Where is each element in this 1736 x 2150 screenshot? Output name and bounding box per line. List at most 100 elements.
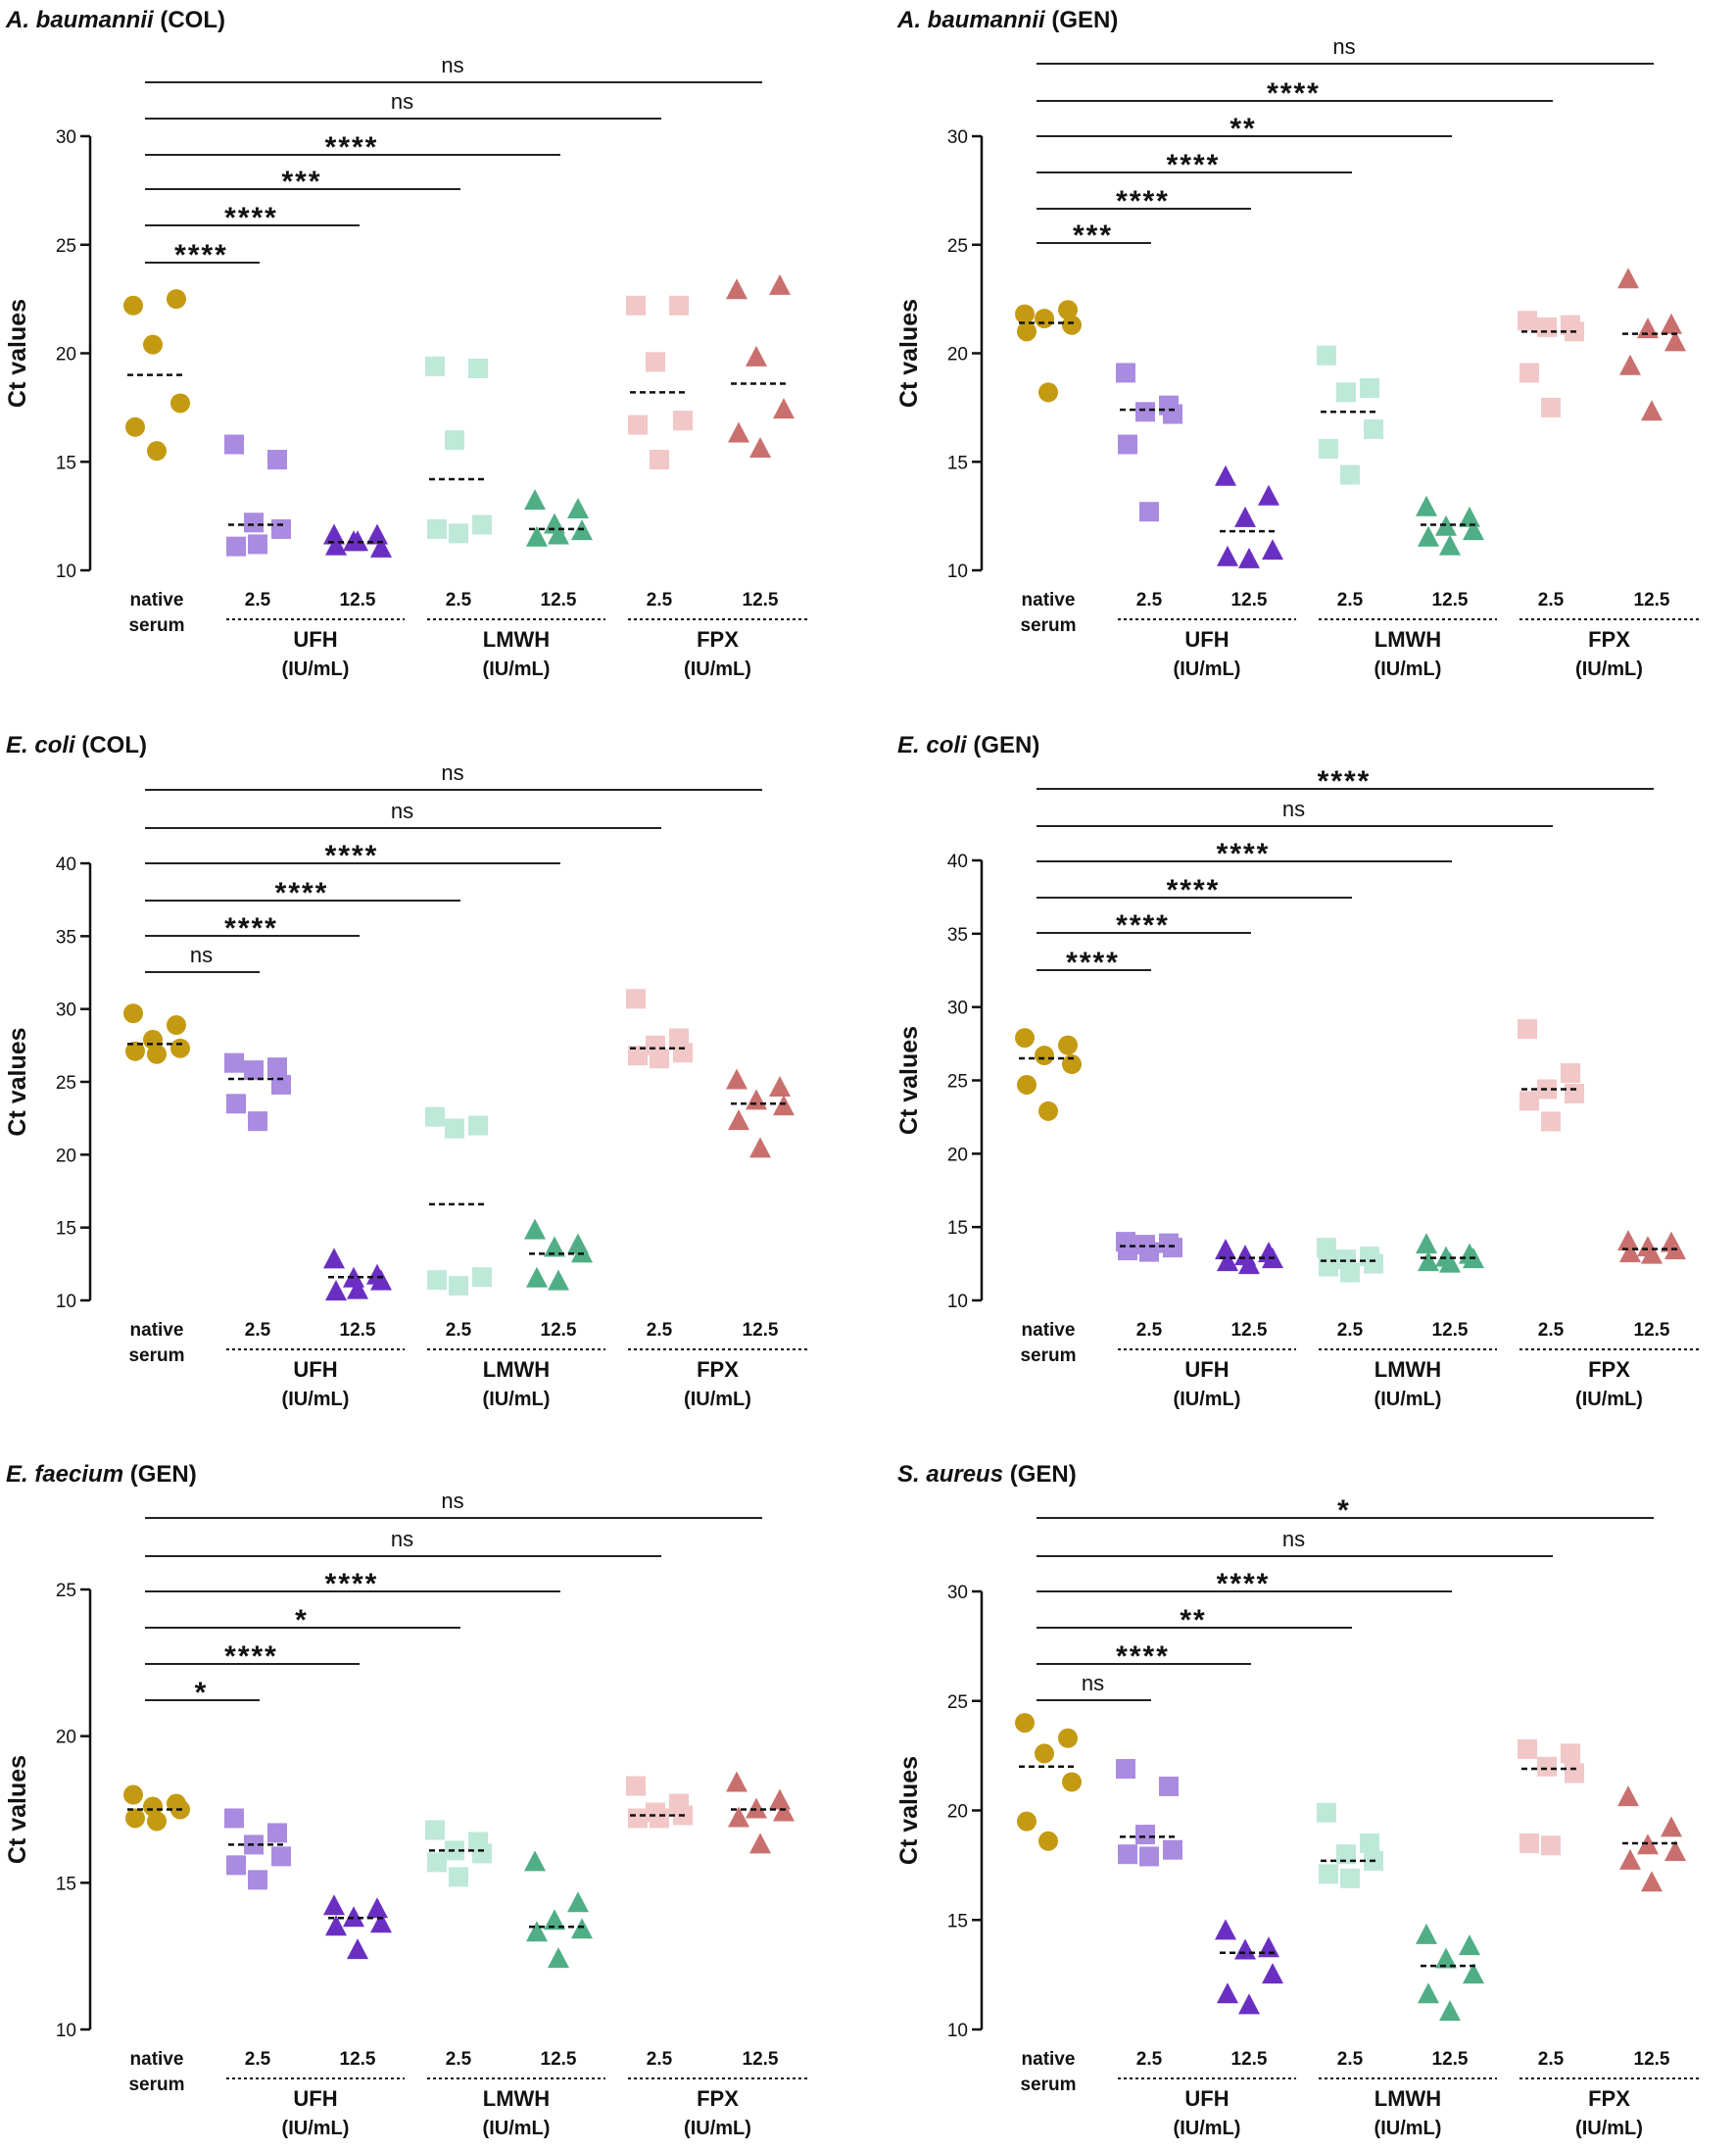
- data-point: [347, 1938, 368, 1960]
- data-point: [472, 1843, 492, 1864]
- data-point: [548, 1947, 569, 1969]
- data-point: [524, 1850, 546, 1872]
- x-label-dose-low: 2.5: [1538, 590, 1565, 611]
- data-point: [449, 1867, 468, 1887]
- series-UFH-2_5: [1116, 363, 1182, 522]
- data-point: [123, 295, 143, 316]
- data-point: [347, 1278, 368, 1299]
- comparison-label: ****: [1267, 77, 1321, 110]
- data-point: [749, 1137, 771, 1158]
- comparison-label: ****: [1066, 947, 1120, 979]
- data-point: [1340, 1868, 1360, 1888]
- data-point: [1215, 1919, 1236, 1940]
- data-point: [773, 398, 795, 419]
- data-point: [646, 352, 665, 372]
- series-FPX-12_5: [726, 1068, 795, 1158]
- chart-title-antibiotic: (GEN): [1003, 1461, 1077, 1488]
- data-point: [1015, 304, 1035, 324]
- data-point: [1217, 1250, 1238, 1272]
- comparison-label: ****: [325, 840, 379, 872]
- data-point: [1537, 317, 1557, 337]
- data-point: [147, 1811, 167, 1832]
- data-point: [425, 356, 445, 376]
- data-point: [1340, 464, 1360, 485]
- data-point: [1518, 1738, 1537, 1759]
- data-point: [1118, 434, 1137, 455]
- y-tick-label: 10: [947, 2021, 968, 2041]
- x-label-native: native: [130, 590, 184, 611]
- data-point: [248, 1111, 267, 1132]
- chart-title-species: E. faecium: [6, 1461, 123, 1488]
- data-point: [1418, 1982, 1439, 2004]
- data-point: [370, 1269, 392, 1291]
- data-point: [1459, 1934, 1480, 1956]
- data-point: [1416, 1923, 1437, 1944]
- data-point: [1317, 1238, 1336, 1258]
- data-point: [468, 359, 488, 379]
- data-point: [125, 1041, 145, 1061]
- data-point: [526, 1921, 548, 1942]
- chart-title: S. aureus (GEN): [897, 1461, 1077, 1488]
- data-point: [445, 1118, 464, 1139]
- x-group-unit: (IU/mL): [684, 659, 751, 680]
- y-tick-label: 20: [947, 1802, 968, 1823]
- y-tick-label: 15: [56, 453, 76, 473]
- series-native-serum: [123, 1003, 190, 1064]
- data-point: [323, 1247, 345, 1269]
- y-tick-label: 15: [947, 453, 968, 473]
- series-native-serum: [1015, 300, 1082, 403]
- x-label-dose-low: 2.5: [1337, 2049, 1364, 2070]
- x-label-dose-high: 12.5: [1231, 590, 1268, 611]
- y-tick-label: 15: [947, 1218, 968, 1239]
- data-point: [1463, 1963, 1484, 1984]
- chart-title-species: E. coli: [897, 732, 968, 758]
- x-label-dose-high: 12.5: [1432, 2049, 1469, 2070]
- data-point: [567, 497, 589, 518]
- data-point: [544, 513, 565, 534]
- data-point: [1234, 506, 1256, 527]
- x-label-dose-high: 12.5: [1634, 2049, 1670, 2070]
- x-label-dose-low: 2.5: [446, 1320, 472, 1341]
- x-label-dose-low: 2.5: [245, 590, 271, 611]
- data-point: [1537, 1756, 1557, 1777]
- data-point: [1664, 330, 1686, 352]
- series-LMWH-2_5: [1317, 345, 1383, 485]
- x-label-dose-low: 2.5: [647, 1320, 673, 1341]
- x-group-unit: (IU/mL): [684, 2118, 751, 2139]
- data-point: [325, 534, 347, 556]
- data-point: [1619, 1848, 1641, 1870]
- data-point: [1062, 315, 1082, 335]
- y-tick-label: 15: [56, 1219, 76, 1240]
- series-UFH-12_5: [323, 523, 392, 558]
- data-point: [1360, 377, 1379, 398]
- comparison-label: ****: [1167, 149, 1221, 181]
- data-point: [1116, 1759, 1135, 1780]
- x-label-dose-high: 12.5: [541, 2049, 577, 2070]
- data-point: [244, 1060, 264, 1081]
- x-group-unit: (IU/mL): [1575, 2118, 1643, 2139]
- comparison-label: ns: [391, 89, 413, 114]
- data-point: [1118, 1844, 1137, 1865]
- data-point: [544, 1236, 565, 1257]
- data-point: [427, 1852, 447, 1873]
- comparison-label: ns: [1332, 34, 1355, 59]
- series-LMWH-12_5: [524, 1218, 593, 1291]
- data-point: [271, 1074, 291, 1095]
- series-FPX-2_5: [626, 989, 693, 1069]
- data-point: [370, 536, 392, 558]
- comparison-label: ns: [1082, 1671, 1104, 1695]
- x-group-unit: (IU/mL): [483, 1389, 551, 1410]
- series-LMWH-12_5: [1416, 495, 1484, 556]
- comparison-label: ns: [190, 943, 213, 967]
- x-label-dose-high: 12.5: [1432, 590, 1469, 611]
- data-point: [1619, 1242, 1641, 1263]
- series-LMWH-12_5: [1416, 1233, 1484, 1273]
- x-label-dose-high: 12.5: [743, 590, 779, 611]
- series-FPX-2_5: [1518, 1019, 1584, 1132]
- data-point: [147, 1044, 167, 1064]
- data-point: [1038, 1831, 1058, 1851]
- x-label-dose-low: 2.5: [1136, 590, 1163, 611]
- data-point: [1135, 1825, 1155, 1845]
- series-UFH-12_5: [1215, 1919, 1283, 2015]
- x-label-serum: serum: [1020, 2075, 1076, 2095]
